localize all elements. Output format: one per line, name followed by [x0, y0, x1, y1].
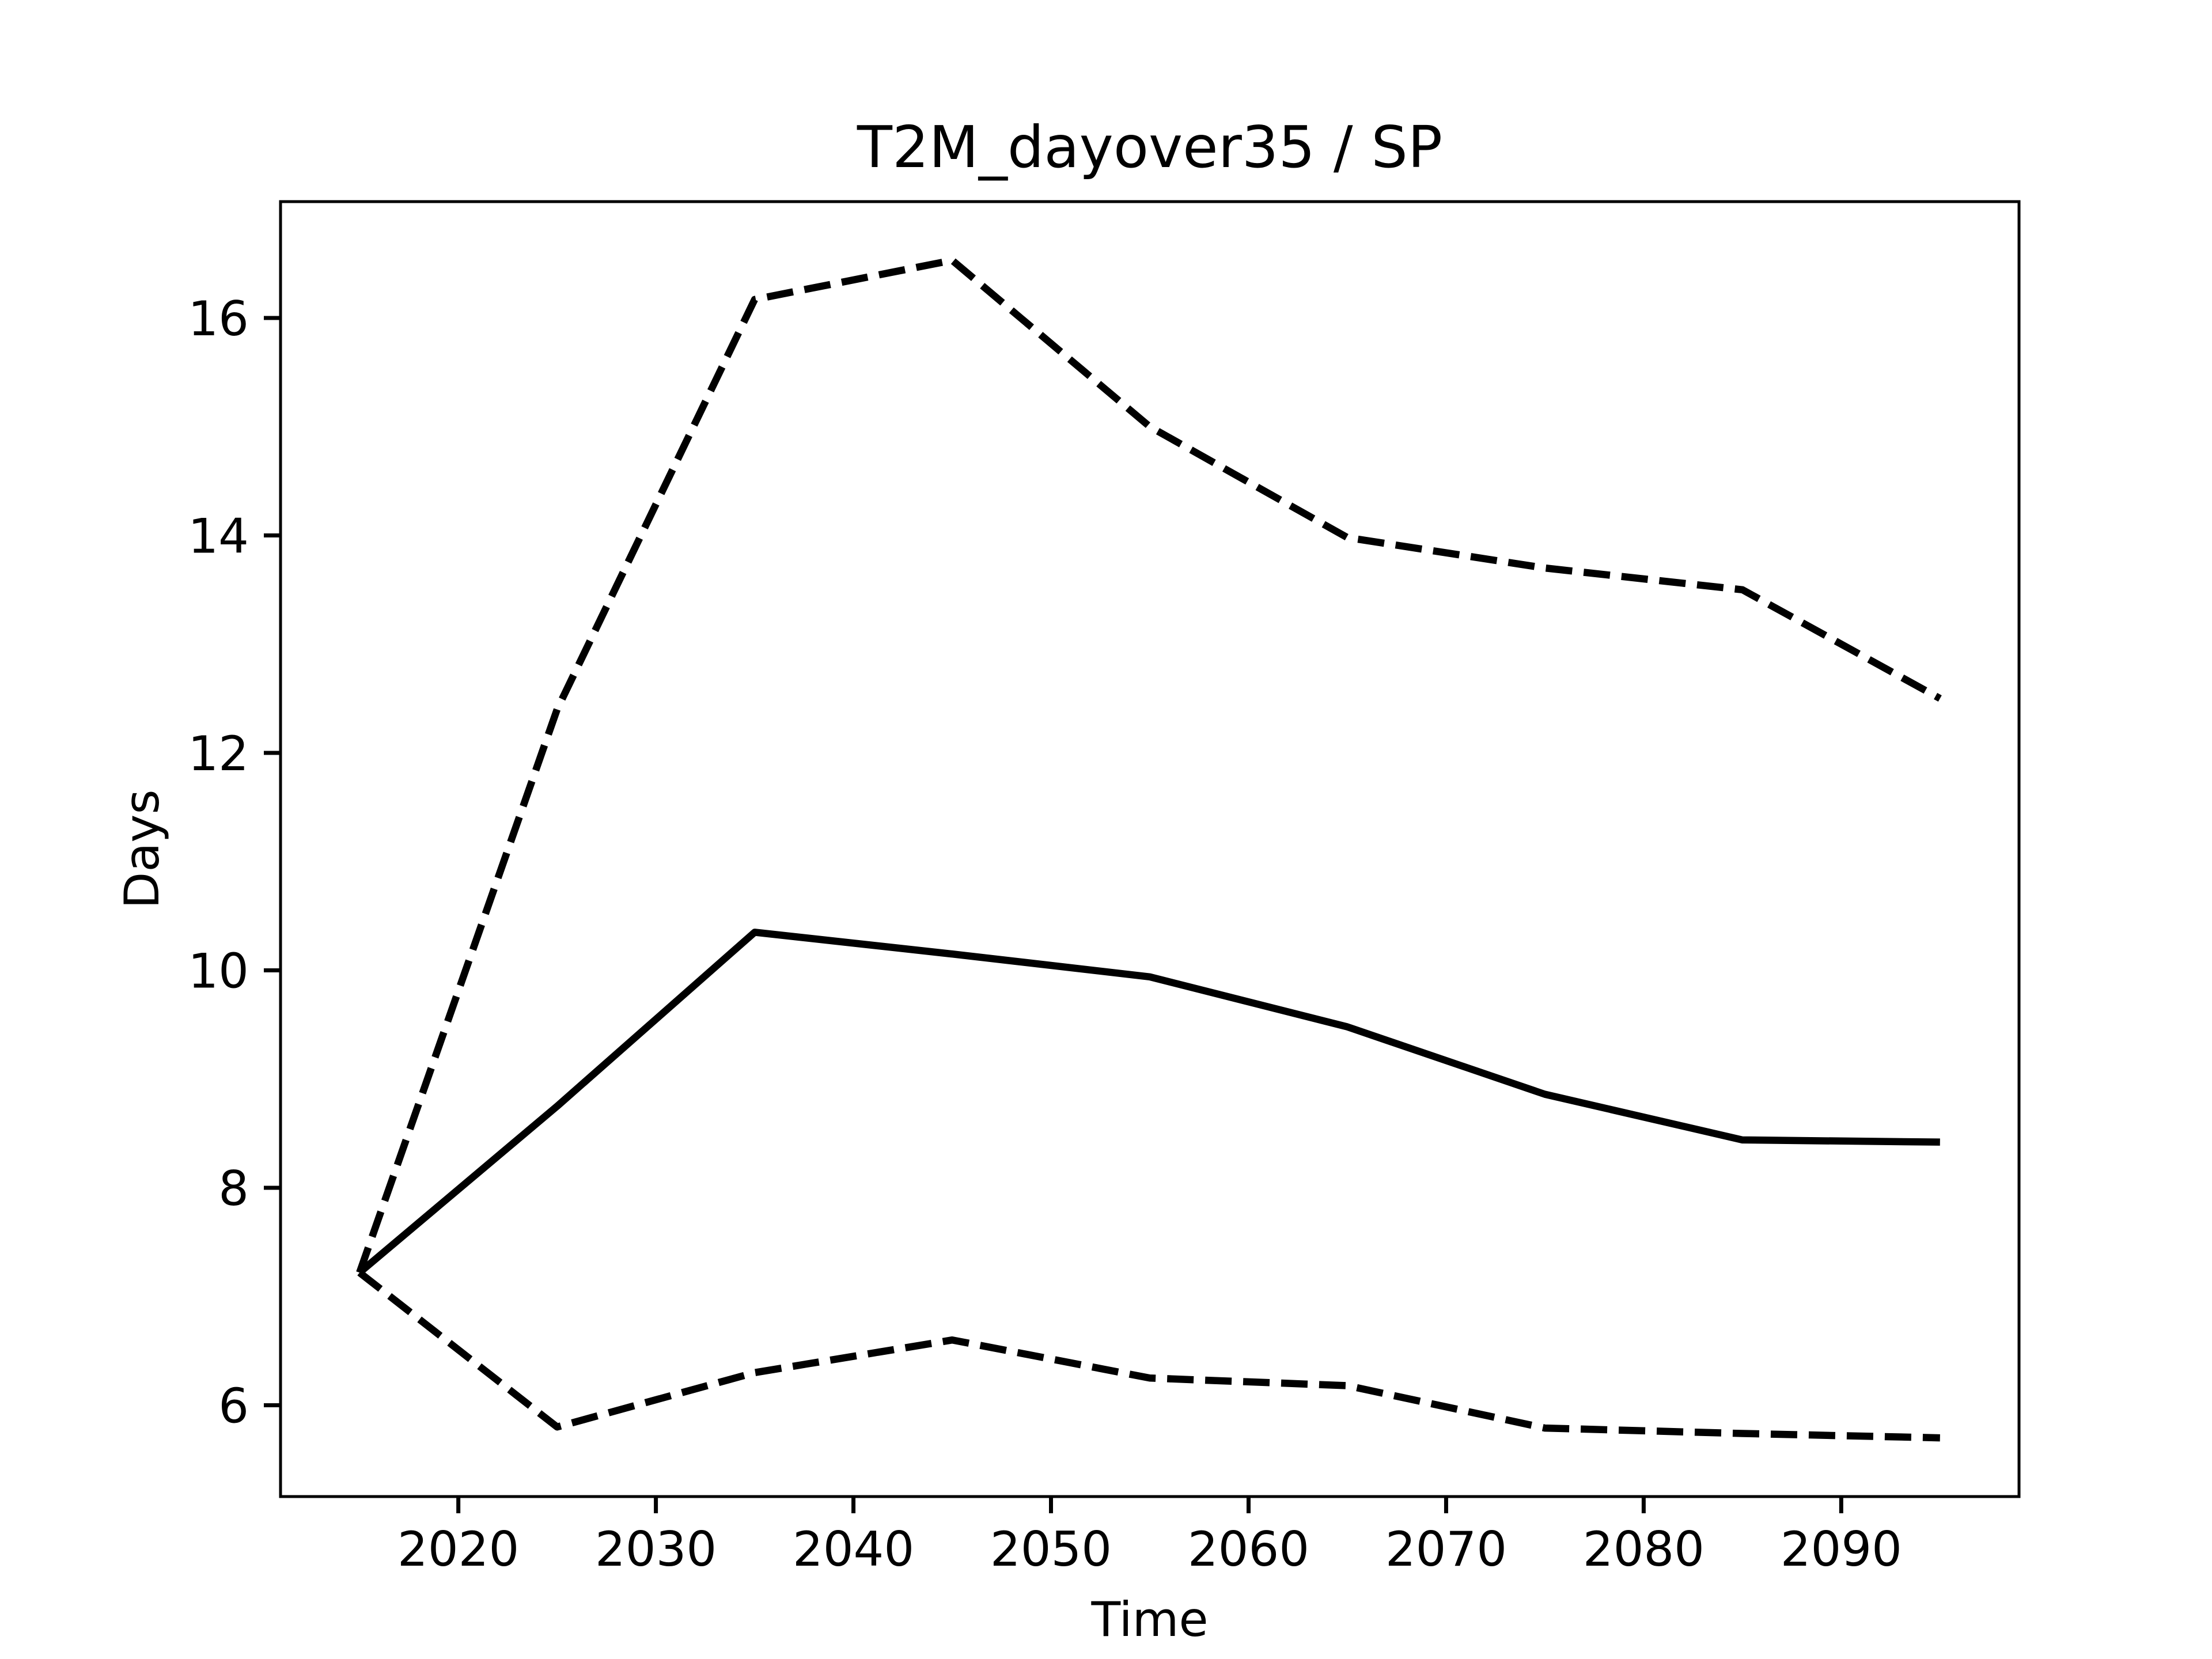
x-tick-label: 2090	[1781, 1521, 1902, 1577]
line-series	[356, 256, 1942, 1274]
x-tick-label: 2040	[793, 1521, 914, 1577]
x-tick-label: 2020	[397, 1521, 519, 1577]
chart-title: T2M_dayover35 / SP	[857, 113, 1442, 181]
plot-frame	[279, 200, 2021, 1498]
y-tick-label: 12	[188, 726, 249, 782]
y-tick-label: 8	[218, 1161, 249, 1217]
line-series	[357, 1270, 1940, 1442]
y-tick-label: 6	[218, 1378, 249, 1434]
line-series	[357, 929, 1940, 1275]
x-tick-label: 2080	[1583, 1521, 1705, 1577]
y-tick-label: 10	[188, 943, 249, 999]
y-axis-label: Days	[114, 789, 170, 908]
x-tick-label: 2070	[1385, 1521, 1507, 1577]
x-tick-label: 2050	[990, 1521, 1112, 1577]
y-tick-label: 16	[188, 291, 249, 347]
y-tick-label: 14	[188, 508, 249, 564]
x-tick-label: 2030	[595, 1521, 717, 1577]
x-tick-label: 2060	[1188, 1521, 1309, 1577]
x-axis-label: Time	[1090, 1592, 1208, 1647]
